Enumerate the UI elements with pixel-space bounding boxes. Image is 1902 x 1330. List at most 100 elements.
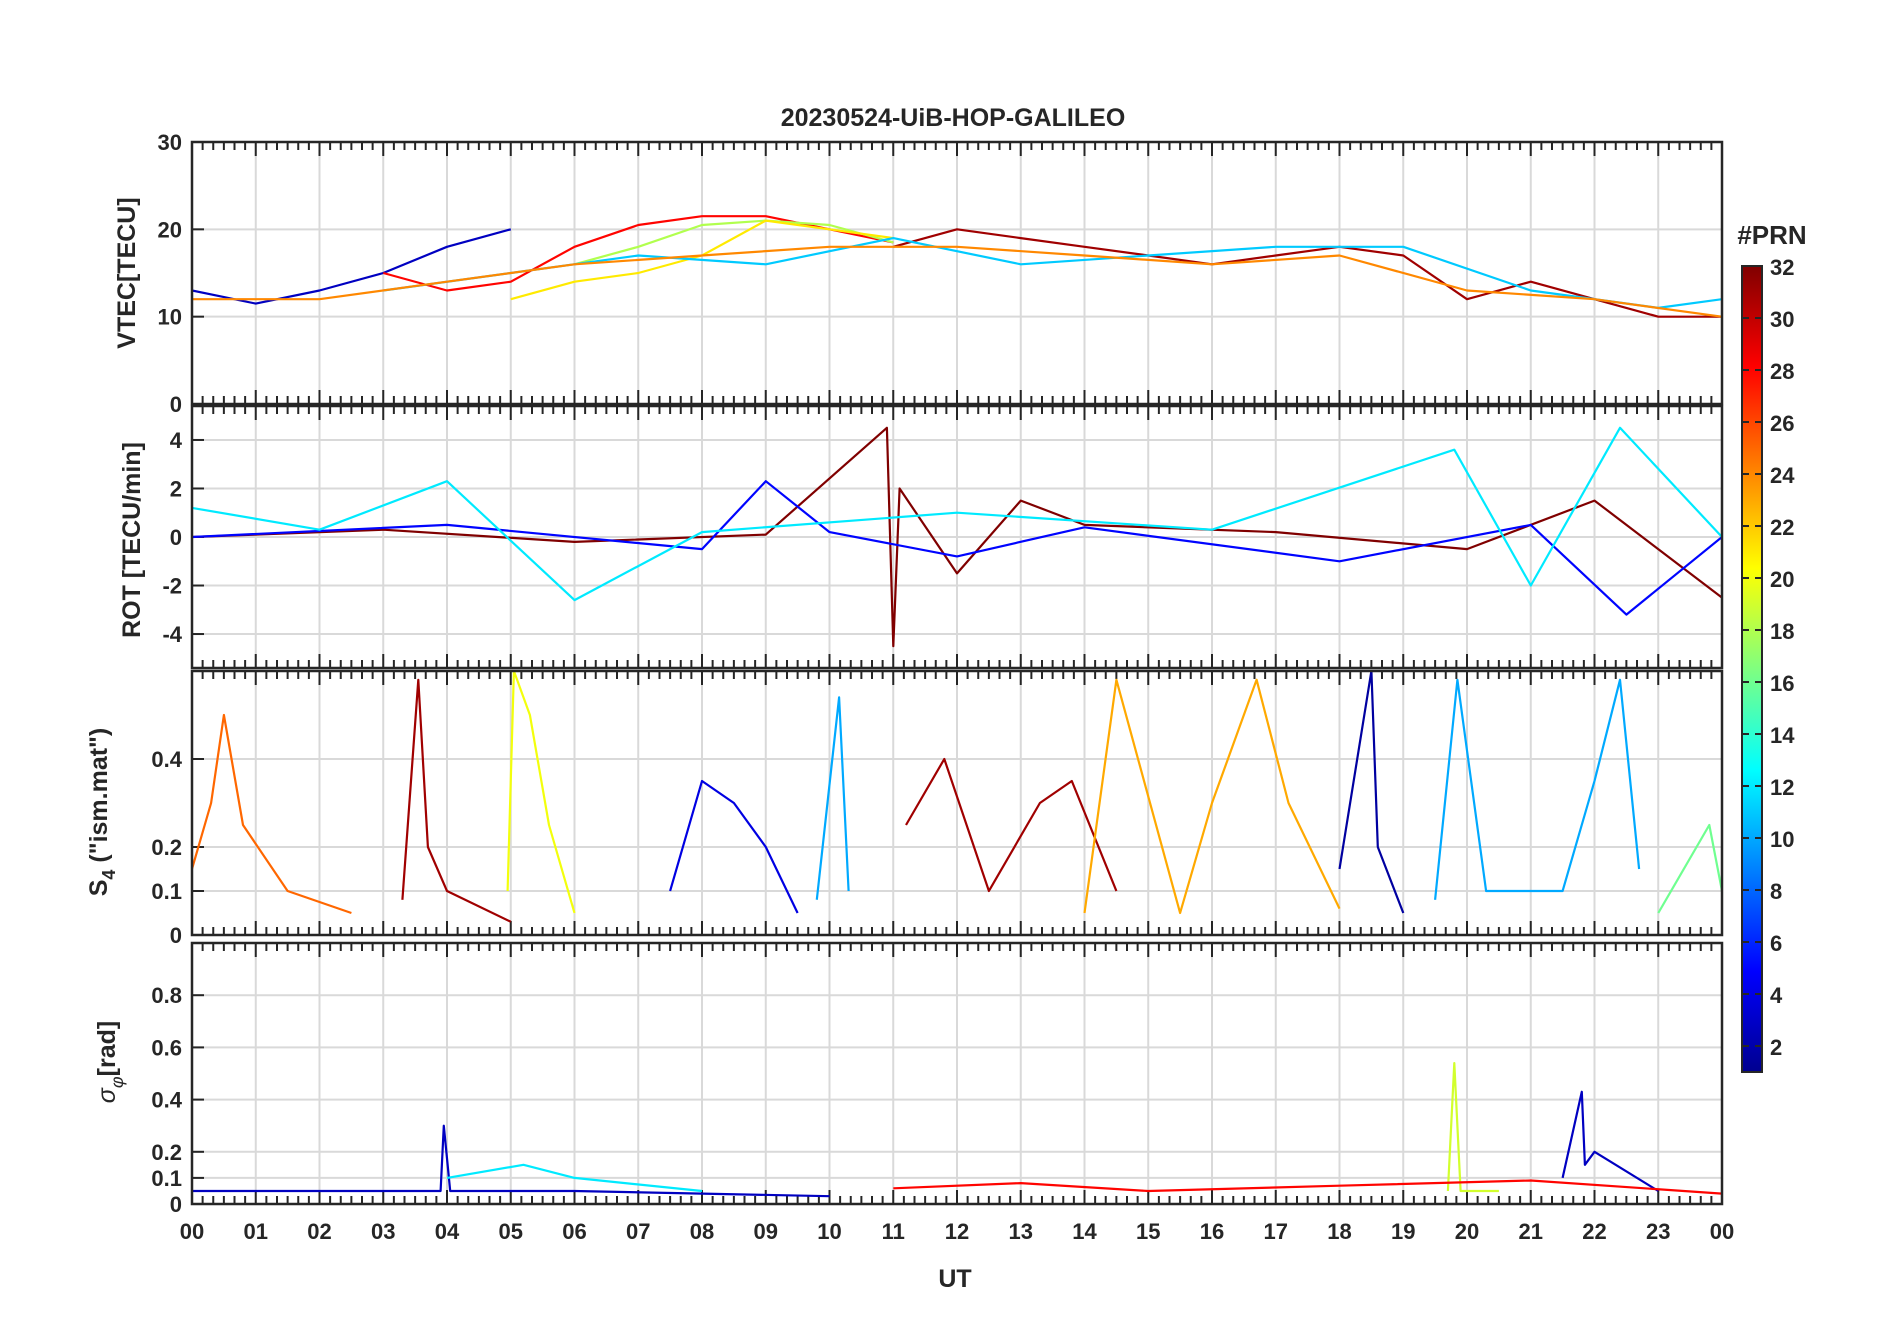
colorbar-tick-label: 8 (1770, 879, 1782, 904)
series-prn-10 (815, 696, 850, 900)
y-tick-label: 0 (170, 1192, 182, 1217)
colorbar-tick-label: 10 (1770, 827, 1794, 852)
series-group (192, 426, 1722, 648)
x-tick-label: 00 (180, 1219, 204, 1244)
panel-rot: -4 -2 0 2 4 (162, 404, 1724, 670)
y-tick-label: 0.2 (151, 1140, 182, 1165)
series-prn-3 (192, 228, 512, 305)
y-tick-label: 10 (158, 305, 182, 330)
x-tick-label: 18 (1327, 1219, 1351, 1244)
y-tick-label: -4 (162, 622, 182, 647)
colorbar-tick-label: 16 (1770, 671, 1794, 696)
y-tick-label: 0.8 (151, 983, 182, 1008)
x-tick-label: 06 (562, 1219, 586, 1244)
series-group (192, 671, 1722, 923)
x-tick-label: 20 (1455, 1219, 1479, 1244)
colorbar-tick-label: 18 (1770, 619, 1794, 644)
colorbar-tick-label: 22 (1770, 515, 1794, 540)
colorbar-tick-label: 32 (1770, 255, 1794, 280)
axes-frame (190, 941, 1724, 1206)
y-tick-label: 0.1 (151, 879, 182, 904)
series-prn-25 (192, 713, 352, 915)
series-prn-28 (383, 215, 894, 292)
series-prn-31 (401, 678, 512, 923)
y-tick-label: 0.6 (151, 1035, 182, 1060)
x-tick-label: 15 (1136, 1219, 1160, 1244)
panel-sigma-phi: 00.10.2 0.4 0.6 0.8 (151, 941, 1724, 1217)
y-tick-label: 0.4 (151, 747, 182, 772)
x-tick-label: 19 (1391, 1219, 1415, 1244)
y-tick-label: 4 (170, 428, 183, 453)
colorbar-tick-label: 28 (1770, 359, 1794, 384)
x-tick-label: 10 (817, 1219, 841, 1244)
ylabel-sigma-phi: σφ[rad] (93, 1021, 127, 1103)
y-tick-label: 0 (170, 923, 182, 948)
y-tick-label: 0 (170, 392, 182, 417)
colorbar-tick-label: 12 (1770, 775, 1794, 800)
series-prn-19 (1446, 1061, 1499, 1193)
colorbar-tick-label: 26 (1770, 411, 1794, 436)
x-tick-label: 21 (1519, 1219, 1543, 1244)
panel-vtec: 0 10 20 30 (158, 130, 1724, 417)
x-tick-label: 13 (1009, 1219, 1033, 1244)
ylabel-rot: ROT [TECU/min] (118, 442, 146, 638)
colorbar-tick-label: 2 (1770, 1035, 1782, 1060)
ylabel-s4-main: S (85, 880, 113, 897)
x-tick-label: 08 (690, 1219, 714, 1244)
series-prn-5 (192, 480, 1722, 616)
y-tick-label: 0.4 (151, 1088, 182, 1113)
x-tick-label: 05 (499, 1219, 523, 1244)
colorbar-title: #PRN (1737, 220, 1806, 250)
series-prn-24 (192, 245, 1722, 318)
x-tick-label: 09 (754, 1219, 778, 1244)
series-prn-4 (669, 779, 799, 914)
series-prn-2 (1338, 671, 1405, 914)
x-tick-label: 16 (1200, 1219, 1224, 1244)
series-group (192, 1061, 1722, 1198)
panel-s4: 0 0.1 0.2 0.4 (151, 669, 1724, 948)
x-tick-label: 02 (307, 1219, 331, 1244)
series-prn-16 (1657, 823, 1722, 914)
axes-frame (190, 404, 1724, 670)
colorbar (1741, 265, 1763, 1073)
colorbar-tick-label: 14 (1770, 723, 1795, 748)
axes-frame (190, 669, 1724, 937)
series-prn-18 (574, 219, 894, 266)
x-tick-label: 11 (882, 1219, 905, 1244)
y-tick-label: 0 (170, 525, 182, 550)
ylabel-sigma-sub: φ (107, 1076, 127, 1088)
x-tick-label: 12 (945, 1219, 969, 1244)
ylabel-s4: S4 ("ism.mat") (85, 728, 119, 897)
y-tick-label: -2 (162, 574, 182, 599)
series-prn-31 (893, 228, 1722, 318)
series-prn-31 (905, 757, 1118, 893)
x-tick-label: 22 (1582, 1219, 1606, 1244)
series-prn-3 (1561, 1090, 1659, 1192)
figure-title: 20230524-UiB-HOP-GALILEO (781, 104, 1126, 132)
series-prn-23 (1083, 678, 1341, 915)
colorbar-tick-label: 4 (1770, 983, 1783, 1008)
colorbar-tick-label: 24 (1770, 463, 1795, 488)
x-tick-label: 14 (1072, 1219, 1097, 1244)
y-tick-label: 0.2 (151, 835, 182, 860)
y-tick-label: 0.1 (151, 1166, 182, 1191)
x-tick-label: 04 (435, 1219, 460, 1244)
series-prn-20 (506, 671, 576, 914)
y-tick-label: 20 (158, 217, 182, 242)
series-prn-3 (192, 1124, 830, 1198)
y-tick-label: 2 (170, 476, 182, 501)
series-prn-12 (446, 1163, 703, 1193)
colorbar-tick-label: 6 (1770, 931, 1782, 956)
xlabel: UT (938, 1265, 971, 1293)
x-tick-label: 01 (244, 1219, 268, 1244)
axes-frame (190, 140, 1724, 406)
series-prn-10 (1434, 678, 1641, 900)
series-prn-28 (893, 1179, 1722, 1195)
series-prn-11 (383, 237, 1722, 309)
colorbar-tick-label: 30 (1770, 307, 1794, 332)
x-tick-label: 07 (626, 1219, 650, 1244)
colorbar-tick-label: 20 (1770, 567, 1794, 592)
ylabel-vtec: VTEC[TECU] (113, 197, 141, 348)
